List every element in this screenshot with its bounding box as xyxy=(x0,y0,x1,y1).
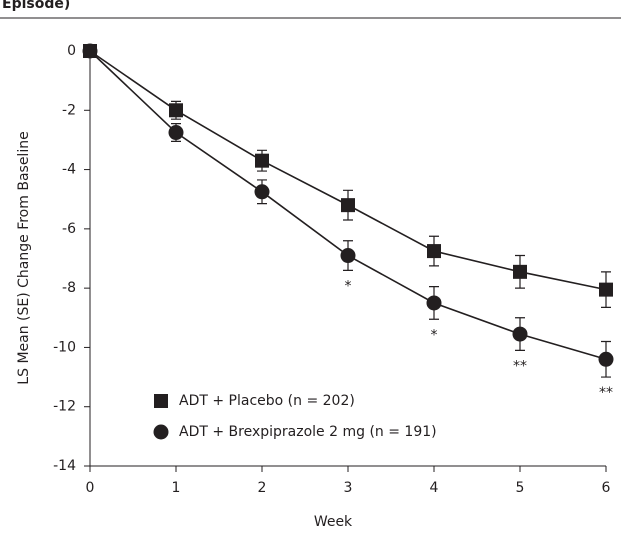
y-tick-label: -10 xyxy=(53,339,76,355)
x-tick-label: 5 xyxy=(516,480,525,496)
y-tick-label: -8 xyxy=(62,280,76,296)
legend-label: ADT + Placebo (n = 202) xyxy=(179,393,355,409)
x-tick-label: 1 xyxy=(172,480,181,496)
marker xyxy=(427,244,441,259)
legend-label: ADT + Brexpiprazole 2 mg (n = 191) xyxy=(179,424,437,440)
x-tick-label: 2 xyxy=(258,480,267,496)
y-tick-label: -14 xyxy=(53,458,76,474)
significance-marker: ** xyxy=(513,358,527,374)
significance-marker: * xyxy=(345,278,352,294)
marker xyxy=(153,424,169,440)
marker xyxy=(340,248,356,264)
y-tick-label: -12 xyxy=(53,399,76,415)
x-tick-label: 3 xyxy=(344,480,353,496)
chart-title: Episode) xyxy=(2,0,70,12)
marker xyxy=(599,282,613,297)
marker xyxy=(255,153,269,168)
marker xyxy=(168,125,184,141)
marker xyxy=(513,264,527,279)
marker xyxy=(512,326,528,342)
y-tick-label: -4 xyxy=(62,162,76,178)
y-tick-label: -2 xyxy=(62,102,76,118)
y-axis-label: LS Mean (SE) Change From Baseline xyxy=(16,131,32,384)
significance-marker: * xyxy=(431,327,438,343)
y-tick-label: -6 xyxy=(62,221,76,237)
marker xyxy=(154,394,168,408)
marker xyxy=(426,295,442,311)
x-tick-label: 6 xyxy=(602,480,611,496)
x-tick-label: 0 xyxy=(86,480,95,496)
marker xyxy=(341,198,355,213)
y-tick-label: 0 xyxy=(67,43,76,59)
marker xyxy=(598,351,614,367)
marker xyxy=(254,184,270,200)
marker xyxy=(82,43,98,59)
marker xyxy=(169,103,183,118)
significance-marker: ** xyxy=(599,385,613,401)
x-axis-label: Week xyxy=(314,514,353,530)
x-tick-label: 4 xyxy=(430,480,439,496)
